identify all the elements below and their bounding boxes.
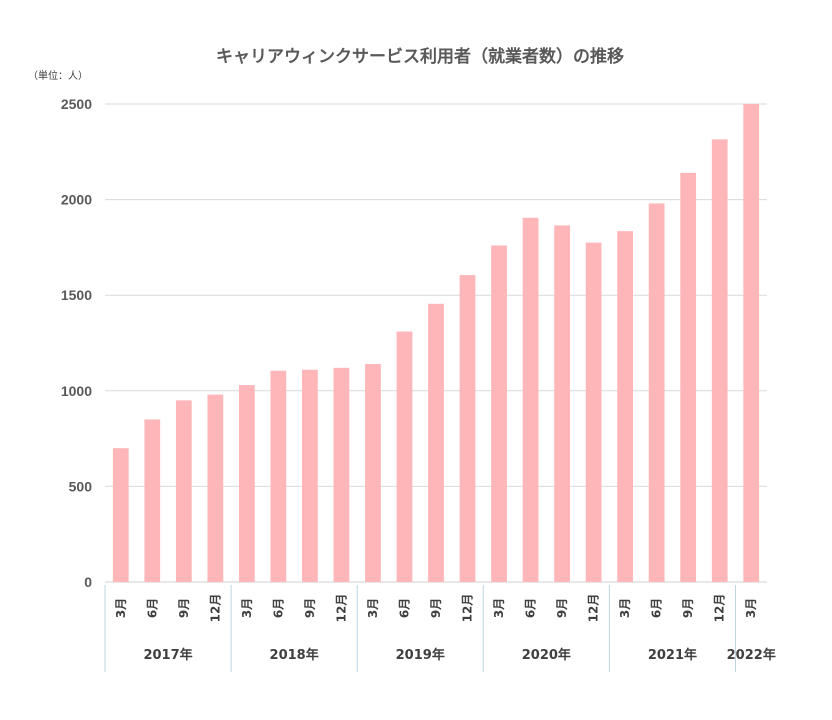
y-tick-label: 2500 [61, 96, 92, 112]
x-tick-label: 3月 [618, 598, 632, 618]
x-tick-label: 6月 [145, 598, 159, 618]
x-tick-label: 6月 [650, 598, 664, 618]
x-tick-label: 6月 [271, 598, 285, 618]
year-label: 2017年 [143, 647, 192, 663]
x-tick-label: 9月 [681, 598, 695, 618]
x-tick-label: 12月 [713, 594, 727, 623]
x-tick-label: 9月 [177, 598, 191, 618]
year-label: 2022年 [727, 647, 776, 663]
bar [711, 139, 728, 582]
y-tick-label: 1500 [61, 287, 92, 303]
bar [238, 385, 255, 582]
bar [365, 364, 381, 582]
y-tick-label: 1000 [61, 383, 92, 399]
bar [302, 369, 318, 582]
x-axis: 3月 6月 9月 12月 3月 6月 9月 12月 3月 6月 9月 12月 3月 6月 9月 12月 3月 6月… [104, 585, 776, 672]
bar [333, 367, 350, 582]
bar [396, 331, 413, 582]
year-label: 2021年 [648, 647, 697, 663]
x-tick-label: 3月 [366, 598, 380, 618]
bar [459, 275, 476, 582]
x-tick-label: 9月 [429, 598, 443, 618]
bar [112, 448, 129, 582]
y-tick-label: 0 [84, 574, 92, 590]
x-tick-label: 3月 [492, 598, 506, 618]
bar [554, 225, 570, 583]
x-tick-label: 12月 [208, 594, 222, 623]
x-tick-label: 12月 [334, 594, 348, 623]
year-label: 2018年 [270, 647, 319, 663]
bar [585, 242, 602, 582]
bar [522, 217, 539, 582]
x-tick-label: 6月 [524, 598, 538, 618]
x-tick-label: 12月 [461, 594, 475, 623]
x-tick-label: 3月 [240, 598, 254, 618]
unit-label: （単位：人） [28, 69, 88, 82]
bar [175, 400, 192, 582]
year-label: 2020年 [522, 647, 571, 663]
x-tick-label: 3月 [114, 598, 128, 618]
bar [207, 394, 224, 582]
y-axis-ticks: 0 500 1000 1500 2000 2500 [61, 96, 92, 590]
bar [680, 172, 697, 582]
y-tick-label: 500 [69, 478, 93, 494]
bar [743, 104, 760, 582]
bar [428, 303, 444, 582]
bars [112, 104, 760, 583]
bar [144, 419, 161, 582]
bar [648, 203, 665, 582]
bar [270, 370, 287, 582]
x-tick-label: 12月 [587, 594, 601, 623]
x-tick-label: 9月 [303, 598, 317, 618]
bar [617, 231, 634, 582]
x-tick-label: 6月 [397, 598, 411, 618]
x-tick-label: 9月 [555, 598, 569, 618]
x-tick-label: 3月 [744, 598, 758, 618]
y-tick-label: 2000 [61, 192, 92, 208]
year-label: 2019年 [396, 647, 445, 663]
chart-title: キャリアウィンクサービス利用者（就業者数）の推移 [216, 46, 624, 67]
bar [491, 245, 507, 582]
